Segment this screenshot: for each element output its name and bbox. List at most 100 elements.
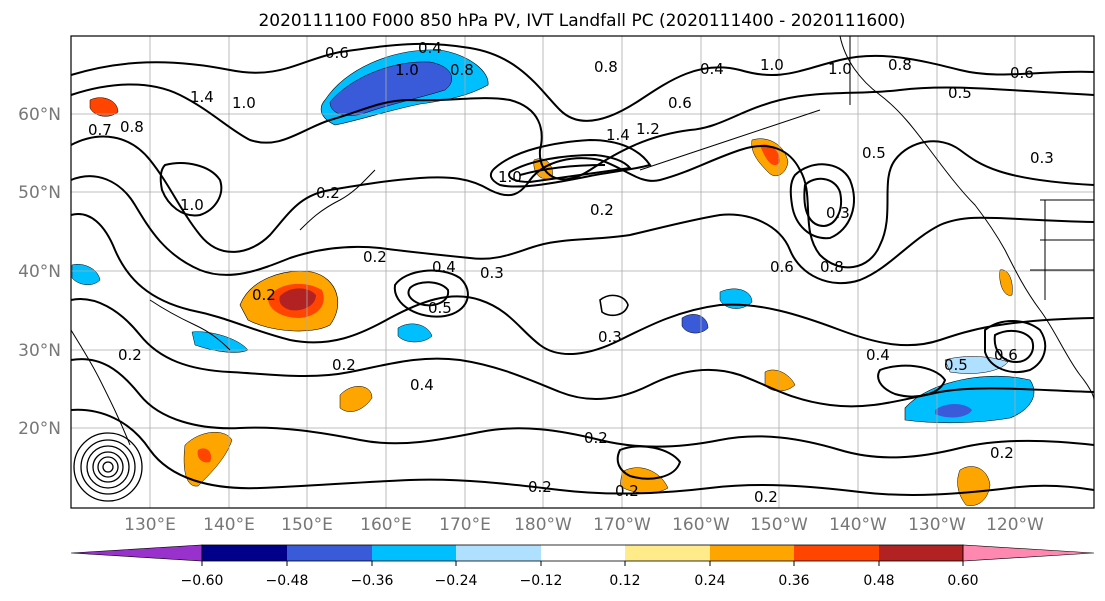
lon-labels: 130°E 140°E 150°E 160°E 170°E 180°W 170°… [124,515,1044,535]
lon-label: 150°E [281,515,333,535]
colorbar-tick-label: −0.60 [181,573,224,589]
lon-label: 160°W [672,515,730,535]
shade-lightblue-hawaii-east [944,356,1009,374]
colorbar-tick-label: 0.60 [947,573,978,589]
shade-red-japan-south [197,448,212,463]
colorbar-tick-label: −0.36 [351,573,394,589]
lon-label: 170°E [439,515,491,535]
colorbar-frame [201,544,964,562]
shade-orange-se-hawaii [957,466,991,506]
contour-label: 1.0 [760,56,784,74]
shade-red-gulf-alaska [760,144,780,166]
contour-label: 0.4 [700,60,724,78]
contour-label: 0.5 [944,356,968,374]
shade-orange-ca-coast [999,269,1013,296]
contour-label: 0.8 [450,61,474,79]
contour-label: 0.6 [770,258,794,276]
lat-label: 30°N [18,341,61,361]
shade-darkblue-kamchatka [329,61,453,116]
shade-orange-west-alaska [89,97,119,117]
contour-label: 0.5 [862,144,886,162]
shade-darkblue-hawaii-east [935,404,972,418]
contour-label: 1.4 [190,88,214,106]
shade-orange-sub-tropic-1 [339,386,373,412]
colorbar-cell [710,545,794,561]
contour-label: 1.0 [232,94,256,112]
colorbar-cell [962,544,1095,562]
lon-label: 150°W [750,515,808,535]
map-panel: 0.6 0.4 1.0 0.8 1.4 1.0 0.7 0.8 0.4 0.8 … [70,35,1095,509]
contour-label: 0.2 [316,184,340,202]
contour-label: 0.2 [590,201,614,219]
lat-label: 60°N [18,105,61,125]
contour-label: 0.2 [990,444,1014,462]
colorbar-cell [70,544,203,562]
contour-label: 0.2 [615,482,639,500]
contour-label: 0.8 [888,56,912,74]
contour-label: 0.4 [432,258,456,276]
colorbar: −0.60 −0.48 −0.36 −0.24 −0.12 0.12 0.24 … [70,544,1095,589]
contour-label: 0.6 [994,346,1018,364]
contour-label: 1.2 [636,120,660,138]
contour-label: 0.2 [754,488,778,506]
lat-labels: 60°N 50°N 40°N 30°N 20°N [18,105,61,439]
contour-label: 0.2 [118,346,142,364]
contour-label: 0.4 [418,39,442,57]
colorbar-ticks [201,561,964,566]
figure-title: 2020111100 F000 850 hPa PV, IVT Landfall… [258,11,905,31]
contour-label: 0.5 [948,84,972,102]
colorbar-tick-label: −0.12 [520,573,563,589]
contour-label: 0.2 [252,286,276,304]
colorbar-cell [625,545,710,561]
contour-label: 0.3 [480,264,504,282]
pv-contours [70,42,1095,496]
contour-label: 0.4 [866,346,890,364]
colorbar-tick-labels: −0.60 −0.48 −0.36 −0.24 −0.12 0.12 0.24 … [181,573,979,589]
contour-label: 1.0 [180,196,204,214]
colorbar-cell [541,545,625,561]
lat-label: 20°N [18,419,61,439]
contour-labels: 0.6 0.4 1.0 0.8 1.4 1.0 0.7 0.8 0.4 0.8 … [88,39,1054,506]
contour-label: 0.3 [826,204,850,222]
lat-label: 40°N [18,262,61,282]
colorbar-tick-label: −0.24 [435,573,478,589]
shade-blue-centerish [681,314,709,334]
colorbar-cell [456,545,541,561]
lon-label: 160°E [360,515,412,535]
map-background [71,36,1094,508]
contour-label: 0.8 [594,58,618,76]
contour-label: 0.8 [820,258,844,276]
contour-label: 0.3 [1030,149,1054,167]
contour-label: 1.0 [828,60,852,78]
contour-label: 0.3 [598,328,622,346]
colorbar-cell [794,545,879,561]
shade-blue-far-west [71,264,101,285]
colorbar-cell [879,545,963,561]
contour-label: 1.4 [606,126,630,144]
map-frame [70,35,1095,509]
contour-label: 0.6 [325,44,349,62]
contour-label: 0.6 [1010,64,1034,82]
contour-label: 0.2 [528,478,552,496]
colorbar-cell [372,545,456,561]
shade-orange-sub-tropic-2 [764,369,796,392]
colorbar-tick-label: 0.12 [609,573,640,589]
contour-label: 0.8 [120,118,144,136]
contour-label: 0.2 [332,356,356,374]
contour-label: 0.2 [363,248,387,266]
contour-label: 0.5 [428,299,452,317]
lon-label: 130°E [124,515,176,535]
lat-label: 50°N [18,183,61,203]
lon-label: 140°E [203,515,255,535]
contour-label: 0.2 [584,429,608,447]
coastlines [70,35,1095,446]
cyclone-contours [73,432,143,502]
contour-label: 0.6 [668,94,692,112]
lon-label: 140°W [829,515,887,535]
shade-orange-central [619,467,669,494]
shade-blue-mid [397,323,433,343]
colorbar-tick-label: 0.36 [778,573,809,589]
lon-label: 170°W [593,515,651,535]
contour-label: 1.0 [498,168,522,186]
